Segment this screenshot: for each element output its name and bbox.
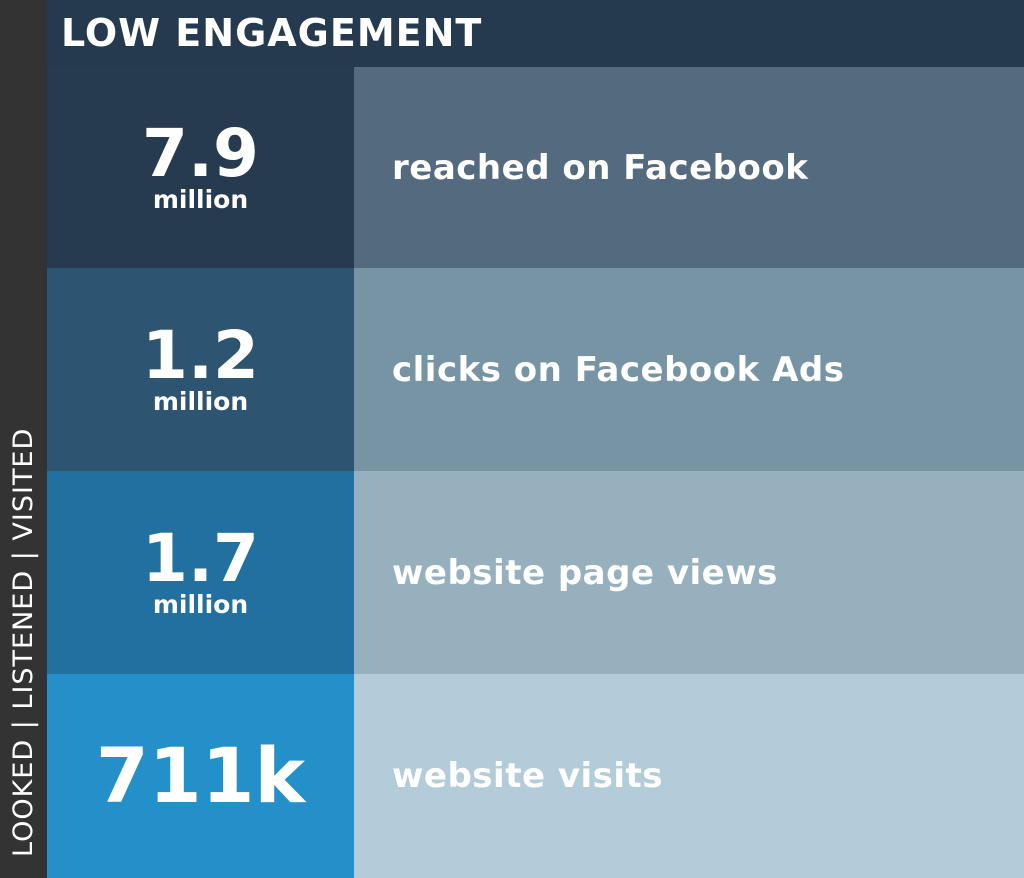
stat-value: 7.9 [142,114,259,192]
stat-value: 1.2 [142,316,259,394]
stat-unit: million [152,184,249,214]
stat-description-panel: clicks on Facebook Ads [354,268,1024,471]
stat-row: 1.7 million website page views [47,471,1024,674]
side-bar: LOOKED | LISTENED | VISITED [0,0,47,878]
title: LOW ENGAGEMENT [61,11,483,55]
stat-description: website page views [392,552,778,593]
side-label: LOOKED | LISTENED | VISITED [8,427,39,857]
stat-row: 711k website visits [47,674,1024,878]
header: LOW ENGAGEMENT [47,0,1024,67]
stat-figure: 7.9 million [47,67,354,268]
stat-description: website visits [392,756,664,796]
stat-description-panel: website visits [354,674,1024,878]
stat-figure: 711k [47,674,354,878]
stat-row: 1.2 million clicks on Facebook Ads [47,268,1024,471]
stat-value: 711k [95,731,306,820]
stat-figure: 1.2 million [47,268,354,471]
stat-description: clicks on Facebook Ads [392,349,845,390]
stat-unit: million [152,386,249,416]
stat-description-panel: website page views [354,471,1024,674]
stat-description: reached on Facebook [392,147,809,188]
stat-description-panel: reached on Facebook [354,67,1024,268]
stat-figure: 1.7 million [47,471,354,674]
stat-row: 7.9 million reached on Facebook [47,67,1024,268]
stat-unit: million [152,589,249,619]
stat-value: 1.7 [142,519,259,597]
